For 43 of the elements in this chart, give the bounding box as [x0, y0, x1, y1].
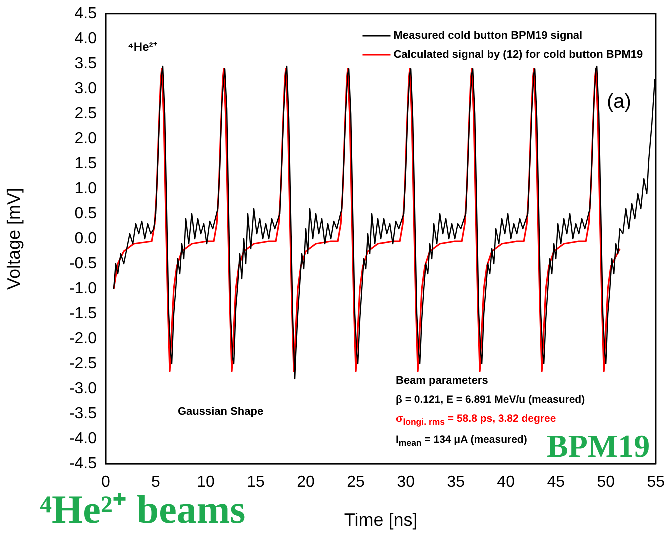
- y-tick-label: 4.0: [74, 30, 98, 48]
- x-tick-label: 55: [647, 474, 666, 492]
- y-tick-label: -2.0: [69, 330, 98, 348]
- y-tick-label: 3.0: [74, 80, 98, 98]
- x-tick-label: 20: [297, 474, 316, 492]
- y-tick-label: 1.0: [74, 180, 98, 198]
- x-tick-label: 40: [497, 474, 516, 492]
- x-tick-label: 0: [102, 474, 111, 492]
- y-tick-label: -1.0: [69, 280, 98, 298]
- y-tick-label: 0.0: [74, 230, 98, 248]
- y-tick-label: -0.5: [69, 255, 98, 272]
- annotation: Beam parameters: [396, 375, 488, 387]
- y-tick-label: -2.5: [69, 355, 98, 372]
- x-axis-title: Time [ns]: [344, 510, 418, 530]
- legend-label: Measured cold button BPM19 signal: [394, 30, 583, 42]
- y-tick-label: 0.5: [74, 205, 98, 222]
- y-tick-label: 2.5: [74, 105, 98, 122]
- y-tick-label: 4.5: [74, 5, 98, 22]
- y-tick-label: -1.5: [69, 305, 98, 322]
- annotation: β = 0.121, E = 6.891 MeV/u (measured): [396, 394, 586, 406]
- x-tick-label: 50: [597, 474, 616, 492]
- x-tick-label: 25: [347, 474, 366, 492]
- annotation: I$_{mean}$ = 134 μA (measured): [396, 434, 528, 448]
- y-tick-label: 2.0: [74, 130, 98, 148]
- annotation: Gaussian Shape: [178, 406, 264, 418]
- y-axis-title: Voltage [mV]: [4, 188, 24, 290]
- x-tick-label: 45: [547, 474, 566, 492]
- annotation: σ$_{longi. rms}$ = 58.8 ps, 3.82 degree: [396, 413, 556, 428]
- y-tick-label: -3.5: [69, 405, 98, 422]
- x-tick-label: 10: [197, 474, 216, 492]
- x-tick-label: 35: [447, 474, 466, 492]
- y-tick-label: 1.5: [74, 155, 98, 172]
- annotation: ⁴He²⁺: [128, 39, 158, 55]
- annotation: (a): [607, 91, 632, 114]
- legend-label: Calculated signal by (12) for cold button BPM19: [394, 49, 644, 62]
- y-tick-label: -4.0: [69, 430, 98, 448]
- x-tick-label: 15: [247, 474, 266, 492]
- x-tick-label: 30: [397, 474, 416, 492]
- x-tick-label: 5: [152, 474, 161, 492]
- y-tick-label: -4.5: [69, 455, 98, 472]
- y-tick-label: -3.0: [69, 380, 98, 398]
- y-tick-label: 3.5: [74, 55, 98, 72]
- annotation: BPM19: [547, 428, 650, 464]
